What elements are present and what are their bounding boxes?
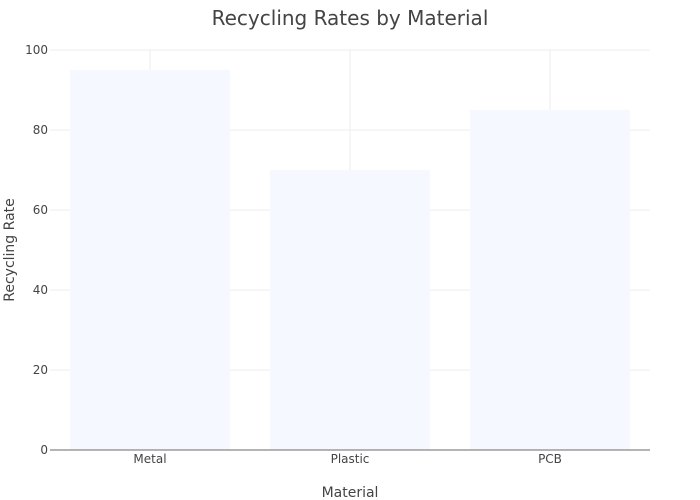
y-tick-label: 0 (40, 443, 48, 457)
y-tick-label: 60 (33, 203, 48, 217)
y-tick-label: 100 (25, 43, 48, 57)
bar-metal (70, 70, 230, 450)
y-tick-label: 40 (33, 283, 48, 297)
x-tick-label: Metal (133, 452, 166, 466)
x-tick-label: Plastic (331, 452, 370, 466)
bars (70, 70, 630, 450)
y-tick-label: 20 (33, 363, 48, 377)
chart-title: Recycling Rates by Material (212, 6, 489, 30)
y-tick-labels: 0 20 40 60 80 100 (25, 43, 48, 457)
x-tick-labels: Metal Plastic PCB (133, 452, 562, 466)
y-axis-title: Recycling Rate (2, 198, 18, 301)
y-tick-label: 80 (33, 123, 48, 137)
bar-pcb (470, 110, 630, 450)
bar-plastic (270, 170, 430, 450)
x-tick-label: PCB (538, 452, 562, 466)
x-axis-title: Material (322, 485, 379, 500)
